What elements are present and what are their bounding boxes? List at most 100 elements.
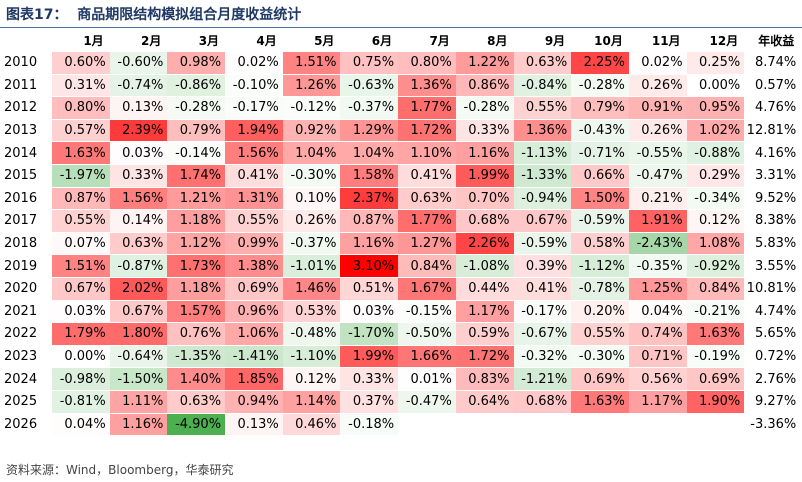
monthly-return-cell: 0.69% [571, 367, 629, 391]
monthly-return-cell: 0.04% [628, 299, 687, 323]
column-header: 3月 [198, 34, 220, 48]
monthly-return-cell: 1.50% [571, 186, 629, 210]
monthly-return-cell: 0.03% [109, 141, 168, 165]
year-cell: 2020 [0, 276, 52, 301]
monthly-return-cell: 0.04% [52, 412, 110, 436]
monthly-return-cell: 0.55% [513, 96, 572, 120]
monthly-return-cell: 1.10% [398, 141, 456, 165]
year-cell: 2015 [0, 163, 52, 188]
annual-return-cell: 10.81% [744, 276, 801, 301]
title-rule [0, 27, 802, 28]
monthly-return-cell: 0.92% [282, 118, 341, 142]
monthly-return-cell: -0.50% [398, 322, 456, 346]
monthly-return-cell: 1.16% [340, 231, 399, 255]
monthly-return-cell: -1.10% [282, 344, 341, 368]
monthly-return-cell: 0.91% [628, 96, 687, 120]
monthly-return-cell: -0.32% [513, 344, 572, 368]
monthly-return-cell: 2.39% [109, 118, 168, 142]
monthly-return-cell: 0.26% [282, 209, 341, 233]
monthly-return-cell: 0.76% [167, 322, 226, 346]
year-cell: 2022 [0, 322, 52, 346]
monthly-return-cell: 1.51% [282, 51, 341, 75]
monthly-return-cell: -0.28% [167, 96, 226, 120]
source-note: 资料来源：Wind，Bloomberg，华泰研究 [6, 463, 234, 477]
monthly-return-cell: 1.27% [398, 231, 456, 255]
annual-return-cell: -3.36% [744, 412, 801, 436]
monthly-return-cell: 0.79% [167, 118, 226, 142]
monthly-return-cell: 0.57% [52, 118, 110, 142]
monthly-return-cell: -0.19% [686, 344, 745, 368]
monthly-return-cell: 0.83% [455, 367, 514, 391]
table-row: 2018 0.07% 0.63% 1.12% 0.99% -0.37% 1.16% 1.27%… [0, 231, 801, 255]
monthly-return-cell: -0.84% [513, 73, 572, 97]
monthly-return-cell: 1.74% [167, 163, 226, 188]
monthly-return-cell: 0.13% [109, 96, 168, 120]
monthly-return-cell: 0.51% [340, 276, 399, 301]
monthly-return-cell: 1.40% [167, 367, 226, 391]
monthly-return-cell: 0.64% [455, 389, 514, 413]
monthly-return-cell: 0.59% [455, 322, 514, 346]
monthly-return-cell [398, 412, 456, 436]
monthly-return-cell: -0.59% [571, 209, 629, 233]
table-row: 2021 0.03% 0.67% 1.57% 0.96% 0.53% 0.03% -0.15%… [0, 299, 801, 323]
year-cell: 2021 [0, 299, 52, 323]
monthly-return-cell: 1.16% [109, 412, 168, 436]
monthly-return-cell: 0.66% [571, 163, 629, 188]
monthly-return-cell: 2.37% [340, 186, 399, 210]
annual-return-cell: 2.76% [744, 367, 801, 391]
monthly-return-cell: 0.26% [628, 73, 687, 97]
monthly-return-cell: -1.97% [52, 163, 110, 188]
monthly-return-cell: 1.17% [628, 389, 687, 413]
annual-return-cell: 0.57% [744, 73, 801, 97]
monthly-return-cell: 1.58% [340, 163, 399, 188]
monthly-return-cell: 0.21% [628, 186, 687, 210]
monthly-return-cell: 1.79% [52, 322, 110, 346]
monthly-return-cell: 0.70% [455, 186, 514, 210]
monthly-return-cell: 1.36% [398, 73, 456, 97]
monthly-return-cell: 0.58% [571, 231, 629, 255]
monthly-return-cell: -0.74% [109, 73, 168, 97]
monthly-return-cell: 1.67% [398, 276, 456, 301]
monthly-return-cell: 0.33% [340, 367, 399, 391]
monthly-return-cell: 0.67% [52, 276, 110, 301]
monthly-return-cell: 1.72% [455, 344, 514, 368]
monthly-return-cell: 0.55% [225, 209, 283, 233]
year-cell: 2023 [0, 344, 52, 368]
monthly-return-cell: -0.12% [282, 96, 341, 120]
monthly-return-cell: -0.18% [340, 412, 399, 436]
monthly-return-cell: 1.29% [340, 118, 399, 142]
monthly-return-cell: 1.99% [455, 163, 514, 188]
table-row: 2026 0.04% 1.16% -4.90% 0.13% 0.46% -0.18% -3.3… [0, 412, 801, 436]
monthly-return-cell: 0.07% [52, 231, 110, 255]
monthly-return-cell: 2.25% [571, 51, 629, 75]
monthly-return-cell: -1.12% [571, 254, 629, 278]
monthly-return-cell: 1.06% [225, 322, 283, 346]
monthly-return-cell: 1.12% [167, 231, 226, 255]
monthly-return-cell: 0.63% [109, 231, 168, 255]
monthly-return-cell: -0.37% [282, 231, 341, 255]
column-header [0, 30, 52, 52]
monthly-return-cell: 1.63% [686, 322, 745, 346]
year-cell: 2024 [0, 367, 52, 391]
monthly-return-cell: -0.64% [109, 344, 168, 368]
monthly-return-cell: 1.77% [398, 96, 456, 120]
monthly-return-cell: 0.01% [398, 367, 456, 391]
monthly-return-cell [455, 412, 514, 436]
monthly-return-cell: 1.14% [282, 389, 341, 413]
monthly-return-cell: 1.80% [109, 322, 168, 346]
monthly-return-cell: 0.63% [167, 389, 226, 413]
monthly-return-cell: 2.26% [455, 231, 514, 255]
table-body: 2010 0.60% -0.60% 0.98% 0.02% 1.51% 0.75% 0.80%… [0, 51, 801, 436]
column-header: 8月 [487, 34, 508, 48]
monthly-return-cell: 0.68% [513, 389, 572, 413]
monthly-return-cell: -1.70% [340, 322, 399, 346]
year-cell: 2025 [0, 389, 52, 413]
monthly-return-cell: 0.80% [398, 51, 456, 75]
column-header: 4月 [256, 34, 277, 48]
monthly-return-cell: -0.87% [109, 254, 168, 278]
monthly-return-cell: 0.02% [628, 51, 687, 75]
monthly-return-cell: -0.43% [571, 118, 629, 142]
year-cell: 2014 [0, 141, 52, 165]
monthly-return-cell: -1.08% [455, 254, 514, 278]
monthly-return-cell: -1.35% [167, 344, 226, 368]
